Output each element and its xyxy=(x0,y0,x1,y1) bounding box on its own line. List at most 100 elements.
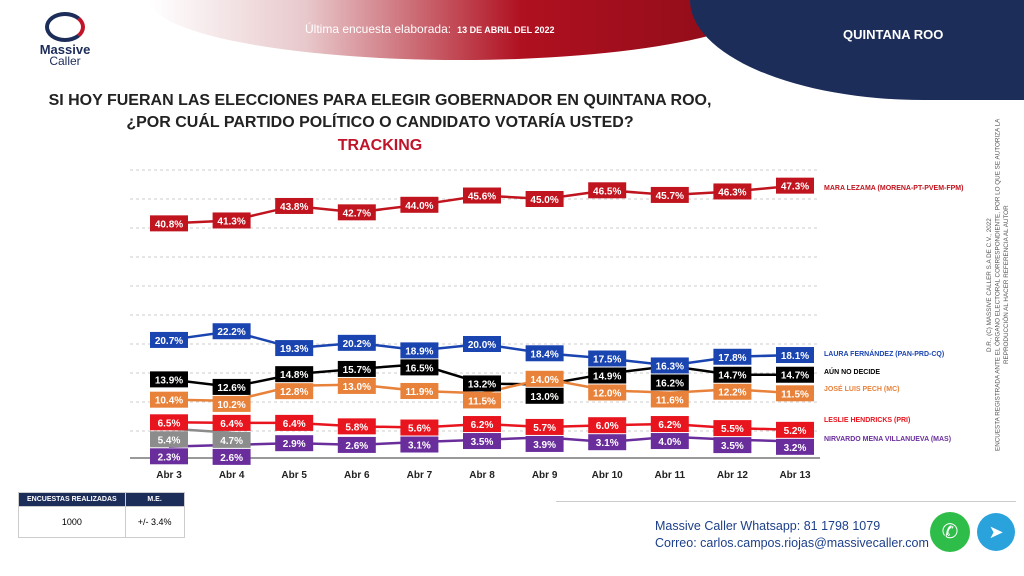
data-marker xyxy=(275,366,314,383)
data-point: 2.6% xyxy=(212,448,251,465)
contact-info: Massive Caller Whatsapp: 81 1798 1079 Co… xyxy=(655,518,929,552)
data-label: 12.0% xyxy=(593,389,621,400)
data-point: 3.1% xyxy=(588,434,627,451)
data-marker xyxy=(525,418,564,435)
data-label: 18.9% xyxy=(405,346,433,357)
data-point: 46.3% xyxy=(713,183,752,200)
data-point: 22.2% xyxy=(212,323,251,340)
data-label: 3.2% xyxy=(784,443,807,454)
data-label: 18.4% xyxy=(530,349,558,360)
data-point: 2.6% xyxy=(337,436,376,453)
header-encuestas: ENCUESTAS REALIZADAS xyxy=(18,492,126,507)
question-line1: SI HOY FUERAN LAS ELECCIONES PARA ELEGIR… xyxy=(48,92,712,109)
logo-text: Massive xyxy=(39,42,91,57)
data-marker xyxy=(650,357,689,374)
data-marker xyxy=(212,212,251,229)
data-marker xyxy=(400,436,439,453)
data-label: 41.3% xyxy=(217,216,245,227)
x-tick-label: Abr 7 xyxy=(407,470,433,481)
data-marker xyxy=(212,395,251,412)
data-label: 12.8% xyxy=(280,387,308,398)
data-label: 2.6% xyxy=(220,453,243,464)
data-label: 22.2% xyxy=(217,327,245,338)
legend-label: LAURA FERNÁNDEZ (PAN-PRD-CQ) xyxy=(824,349,944,358)
data-point: 6.5% xyxy=(150,414,188,431)
data-label: 10.2% xyxy=(217,400,245,411)
x-tick-label: Abr 10 xyxy=(592,470,624,481)
data-point: 11.6% xyxy=(650,391,689,408)
data-marker xyxy=(588,367,627,384)
data-label: 13.0% xyxy=(343,382,371,393)
data-point: 13.0% xyxy=(337,377,376,394)
data-marker xyxy=(463,433,501,450)
legend-label: MARA LEZAMA (MORENA-PT-PVEM-FPM) xyxy=(824,185,963,192)
x-tick-label: Abr 4 xyxy=(219,470,245,481)
legend-label: JOSÉ LUIS PECH (MC) xyxy=(824,384,899,393)
data-marker xyxy=(713,437,752,454)
data-label: 45.6% xyxy=(468,192,496,203)
data-marker xyxy=(150,431,188,448)
x-tick-label: Abr 8 xyxy=(469,470,495,481)
data-label: 3.9% xyxy=(533,440,556,451)
data-point: 6.4% xyxy=(275,414,314,431)
data-label: 11.5% xyxy=(781,389,809,400)
data-point: 2.3% xyxy=(150,448,188,465)
data-label: 5.7% xyxy=(533,423,556,434)
data-label: 6.5% xyxy=(158,418,181,429)
data-point: 10.4% xyxy=(150,391,188,408)
data-marker xyxy=(212,323,251,340)
data-label: 43.8% xyxy=(280,202,308,213)
header-me: M.E. xyxy=(124,492,185,507)
data-label: 14.7% xyxy=(718,371,746,382)
date-label: Última encuesta elaborada: xyxy=(305,22,452,36)
data-point: 14.7% xyxy=(713,366,752,383)
email-link[interactable]: carlos.campos.riojas@massivecaller.com xyxy=(700,536,929,550)
data-label: 13.2% xyxy=(468,379,496,390)
whatsapp-number[interactable]: 81 1798 1079 xyxy=(803,519,881,533)
data-marker xyxy=(776,385,814,402)
data-label: 18.1% xyxy=(781,351,809,362)
data-label: 11.9% xyxy=(405,387,433,398)
question-line2: ¿POR CUÁL PARTIDO POLÍTICO O CANDIDATO V… xyxy=(126,114,634,131)
data-marker xyxy=(713,348,752,365)
data-marker xyxy=(650,374,689,391)
data-label: 4.0% xyxy=(658,437,681,448)
data-point: 6.2% xyxy=(463,416,501,433)
data-point: 11.9% xyxy=(400,382,439,399)
tracking-label: TRACKING xyxy=(337,137,423,154)
data-point: 44.0% xyxy=(400,196,439,213)
data-point: 2.9% xyxy=(275,435,314,452)
data-point: 10.2% xyxy=(212,395,251,412)
data-point: 45.0% xyxy=(525,191,564,207)
region-title: QUINTANA ROO xyxy=(843,27,944,42)
legend-label: AÚN NO DECIDE xyxy=(824,367,880,376)
data-marker xyxy=(463,392,501,409)
data-marker xyxy=(776,438,814,455)
data-point: 5.4% xyxy=(150,431,188,448)
data-label: 16.5% xyxy=(405,363,433,374)
logo: Massive Caller xyxy=(30,12,100,68)
data-point: 5.5% xyxy=(713,420,752,437)
data-point: 46.5% xyxy=(588,182,627,199)
data-marker xyxy=(337,360,376,377)
data-label: 44.0% xyxy=(405,201,433,212)
data-label: 3.1% xyxy=(596,438,619,449)
data-label: 46.3% xyxy=(718,187,746,198)
data-label: 20.2% xyxy=(343,339,371,350)
margin-of-error: +/- 3.4% xyxy=(124,506,185,538)
data-label: 17.5% xyxy=(593,355,621,366)
sample-size: 1000 xyxy=(18,506,126,538)
data-marker xyxy=(337,377,376,394)
data-point: 16.3% xyxy=(650,357,689,374)
data-label: 2.6% xyxy=(345,441,368,452)
whatsapp-icon[interactable]: ✆ xyxy=(930,512,970,552)
data-marker xyxy=(275,383,314,400)
data-point: 18.4% xyxy=(525,345,564,362)
data-point: 14.9% xyxy=(588,367,627,384)
data-label: 13.0% xyxy=(530,392,558,403)
telegram-icon[interactable]: ➤ xyxy=(977,513,1015,551)
data-point: 12.0% xyxy=(588,384,627,401)
data-point: 12.8% xyxy=(275,383,314,400)
data-point: 20.2% xyxy=(337,334,376,351)
data-marker xyxy=(588,350,627,367)
